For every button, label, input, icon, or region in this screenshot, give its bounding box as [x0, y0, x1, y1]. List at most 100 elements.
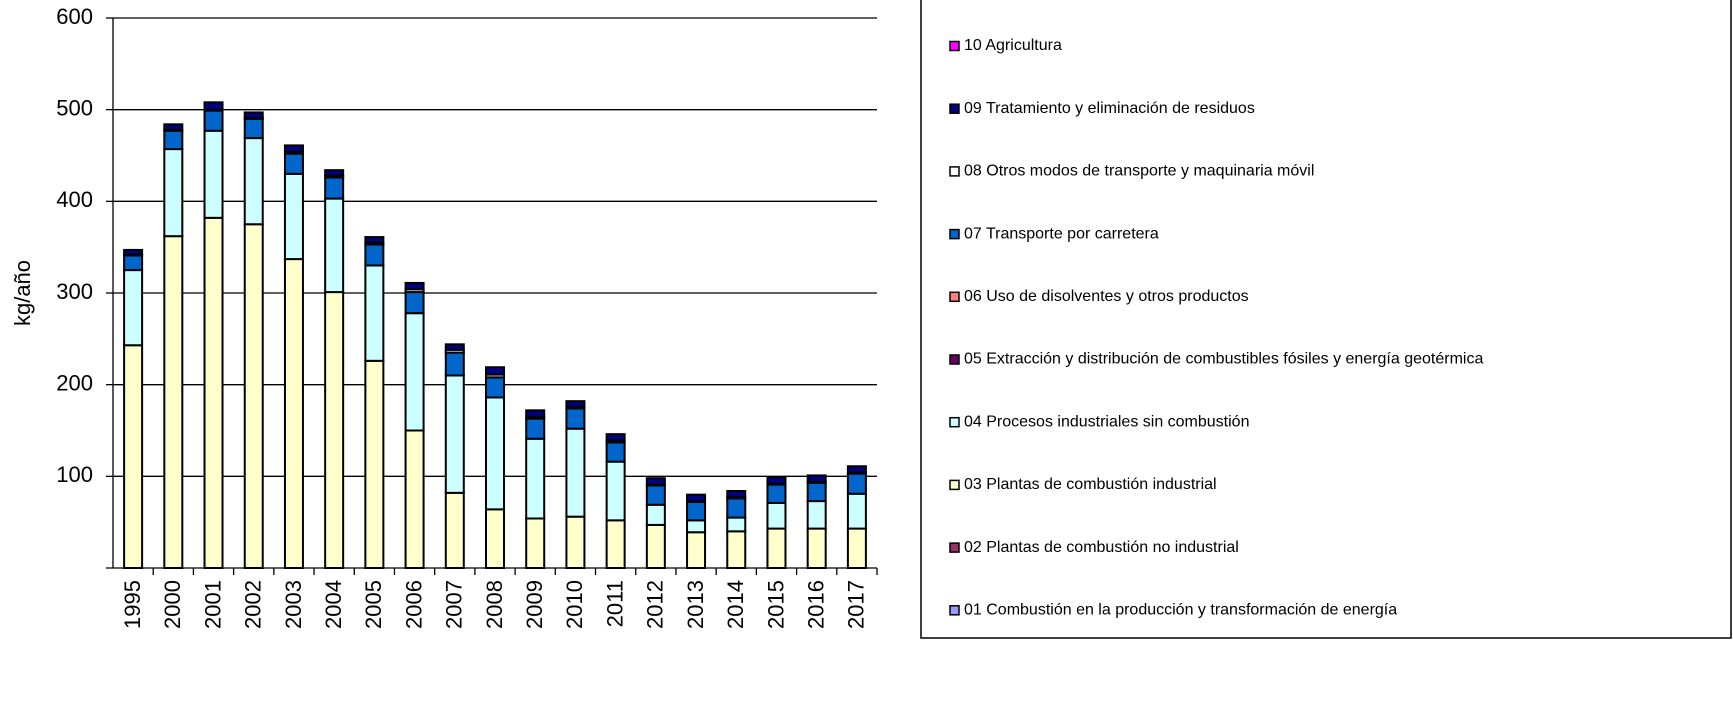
legend-label: 08 Otros modos de transporte y maquinari…	[964, 163, 1314, 180]
bar-segment	[444, 374, 465, 494]
legend-marker	[949, 479, 960, 491]
bar-segment	[364, 243, 385, 267]
legend-label: 02 Plantas de combustión no industrial	[964, 539, 1239, 556]
bar-segment	[525, 409, 546, 418]
x-tick-label: 2001	[200, 580, 225, 629]
bar-segment	[806, 481, 827, 503]
legend-marker	[949, 291, 960, 303]
x-tick-label: 2005	[361, 580, 386, 629]
bar-segment	[324, 169, 345, 177]
y-tick-label: 600	[56, 4, 93, 29]
bar-segment	[766, 483, 787, 504]
bar-segment	[324, 197, 345, 294]
x-tick-label: 2008	[482, 580, 507, 629]
legend-marker	[949, 542, 960, 553]
bar-segment	[726, 530, 747, 569]
bar-segment	[525, 437, 546, 520]
bar-segment	[324, 176, 345, 200]
legend-marker	[949, 416, 960, 428]
bar-segment	[123, 269, 144, 347]
bar-segment	[283, 144, 304, 153]
bar-segment	[565, 407, 586, 430]
bar-segment	[485, 366, 505, 376]
bar-segment	[203, 216, 224, 569]
bar-segment	[283, 258, 304, 569]
legend-marker	[949, 228, 960, 240]
bar-segment	[525, 517, 546, 569]
legend-marker	[949, 40, 960, 52]
legend-marker	[949, 103, 960, 114]
bar-segment	[726, 497, 747, 519]
bar-segment	[123, 254, 144, 272]
bar-segment	[605, 433, 626, 442]
bar-segment	[163, 123, 184, 131]
x-tick-label: 2015	[763, 580, 788, 629]
bar-segment	[565, 400, 586, 408]
legend-marker	[949, 354, 960, 365]
bar-segment	[686, 531, 707, 569]
bar-segment	[806, 474, 827, 483]
bar-segment	[806, 527, 827, 569]
bar-segment	[565, 515, 586, 570]
bar-segment	[485, 508, 505, 570]
legend-label: 10 Agricultura	[964, 37, 1062, 54]
bar-segment	[364, 264, 385, 362]
legend-label: 06 Uso de disolventes y otros productos	[964, 288, 1249, 305]
bar-segment	[283, 152, 304, 175]
y-tick-label: 400	[56, 187, 93, 212]
y-tick-label: 500	[56, 95, 93, 120]
bar-segment	[605, 441, 626, 463]
legend-frame	[920, 0, 1732, 639]
bar-segment	[364, 236, 385, 244]
bar-segment	[806, 500, 827, 530]
bar-segment	[243, 117, 264, 140]
bar-segment	[243, 137, 264, 226]
bar-segment	[485, 376, 505, 399]
bar-segment	[203, 101, 224, 111]
legend-label: 03 Plantas de combustión industrial	[964, 476, 1217, 493]
bar-segment	[565, 427, 586, 518]
bar-segment	[444, 351, 465, 377]
bar-segment	[243, 223, 264, 569]
x-tick-label: 1995	[120, 580, 145, 629]
x-tick-label: 2010	[562, 580, 587, 629]
bar-segment	[404, 429, 425, 569]
bar-segment	[726, 516, 747, 533]
bar-segment	[123, 248, 144, 256]
bar-segment	[243, 111, 264, 119]
bar-segment	[605, 519, 626, 569]
x-tick-label: 2004	[321, 580, 346, 629]
bar-segment	[645, 484, 666, 506]
bar-segment	[766, 527, 787, 569]
legend-label: 09 Tratamiento y eliminación de residuos	[964, 100, 1255, 117]
legend-label: 05 Extracción y distribución de combusti…	[964, 351, 1483, 368]
bar-segment	[324, 291, 345, 569]
bar-segment	[444, 491, 465, 570]
bar-segment	[645, 503, 666, 526]
bar-segment	[686, 493, 707, 503]
bar-segment	[203, 109, 224, 132]
bar-segment	[726, 490, 747, 499]
x-tick-label: 2007	[442, 580, 467, 629]
bar-segment	[846, 465, 867, 474]
x-tick-label: 2012	[643, 580, 668, 629]
legend-label: 01 Combustión en la producción y transfo…	[964, 602, 1397, 619]
x-tick-label: 2003	[281, 580, 306, 629]
bar-segment	[846, 527, 867, 569]
y-tick-label: 100	[56, 462, 93, 487]
y-tick-label: 200	[56, 370, 93, 395]
legend-marker	[949, 166, 960, 177]
bar-segment	[525, 417, 546, 440]
x-tick-label: 2009	[522, 580, 547, 629]
bar-segment	[645, 477, 666, 486]
bar-segment	[846, 492, 867, 530]
x-tick-label: 2011	[602, 580, 627, 627]
legend-label: 07 Transporte por carretera	[964, 225, 1159, 242]
bar-segment	[645, 523, 666, 570]
bar-segment	[123, 344, 144, 569]
legend-label: 04 Procesos industriales sin combustión	[964, 413, 1249, 430]
bar-segment	[766, 501, 787, 530]
legend-marker	[949, 605, 960, 616]
y-tick-label: 300	[56, 279, 93, 304]
